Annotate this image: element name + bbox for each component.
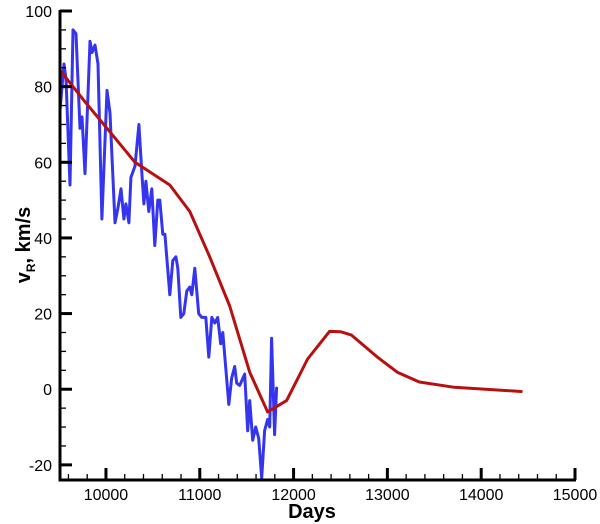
x-tick-label: 14000 [459,487,504,504]
y-axis-title-rest: , km/s [13,207,35,264]
x-axis-title: Days [288,501,336,523]
plot-lines [58,28,523,480]
x-tick-label: 15000 [553,487,598,504]
series-line-observed [58,28,279,480]
y-tick-label: 0 [43,382,52,399]
x-tick-label: 12000 [271,487,316,504]
y-tick-label: 100 [25,4,52,21]
x-tick-label: 11000 [178,487,221,504]
y-tick-label: 20 [34,307,52,324]
x-tick-label: 13000 [365,487,410,504]
y-tick-label: 80 [34,80,52,97]
y-tick-labels: -20 0 20 40 60 80 100 [25,4,52,475]
y-axis-title: vR, km/s [13,207,38,284]
x-tick-labels: 10000 11000 12000 13000 14000 15000 [84,487,598,504]
y-axis-title-main: v [13,271,35,283]
y-tick-label: 40 [34,231,52,248]
y-axis-title-subscript: R [24,263,38,272]
x-tick-label: 10000 [84,487,129,504]
series-line-model [59,70,523,414]
y-tick-label: 60 [34,155,52,172]
axes [58,9,577,482]
y-tick-label: -20 [29,458,52,475]
